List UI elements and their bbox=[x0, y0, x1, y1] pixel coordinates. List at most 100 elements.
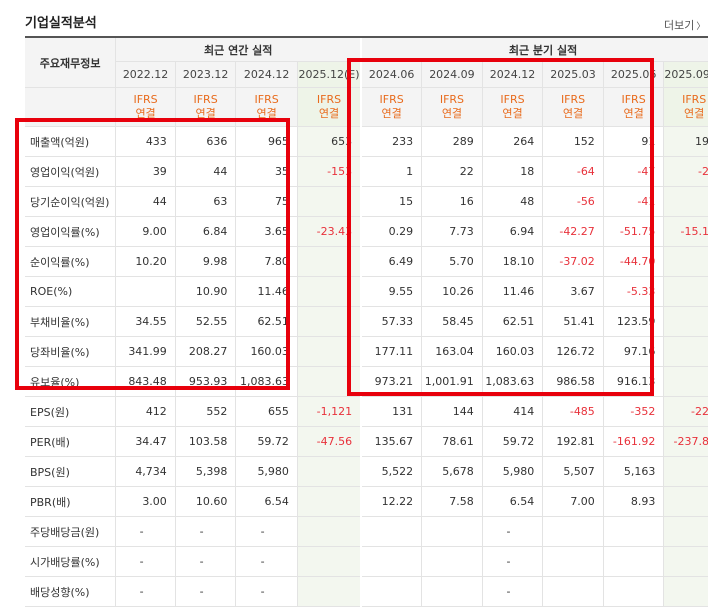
table-cell: - bbox=[115, 576, 176, 607]
label-column-header: 주요재무정보 bbox=[25, 38, 117, 88]
table-cell: 10.26 bbox=[421, 276, 483, 307]
table-cell: 97.16 bbox=[603, 336, 665, 367]
table-cell: 3.65 bbox=[235, 216, 298, 247]
table-cell: 986.58 bbox=[542, 366, 604, 397]
row-label: 주당배당금(원) bbox=[25, 516, 117, 547]
consolidated-label: 연결 bbox=[562, 107, 584, 120]
ifrs-label: IFRS bbox=[621, 93, 646, 106]
table-cell: -161.92 bbox=[603, 426, 665, 457]
table-cell: 5,980 bbox=[482, 456, 544, 487]
table-cell: 192 bbox=[663, 126, 708, 157]
table-cell: 5,398 bbox=[175, 456, 237, 487]
table-cell: 51.41 bbox=[542, 306, 604, 337]
table-cell bbox=[663, 276, 708, 307]
row-label: 시가배당률(%) bbox=[25, 546, 117, 577]
table-cell: 10.20 bbox=[115, 246, 176, 277]
table-row: 부채비율(%) 34.55 52.55 62.51 57.33 58.45 62.51 51.… bbox=[25, 306, 708, 337]
table-cell: 177.11 bbox=[361, 336, 423, 367]
table-cell: 34.55 bbox=[115, 306, 176, 337]
annual-group-header: 최근 연간 실적 bbox=[115, 38, 363, 62]
ifrs-badge: IFRS 연결 bbox=[542, 87, 604, 127]
consolidated-label: 연결 bbox=[381, 107, 402, 120]
table-cell: 75 bbox=[235, 186, 298, 217]
ifrs-badge: IFRS 연결 bbox=[235, 87, 298, 127]
period-header: 2025.06 bbox=[603, 61, 665, 88]
period-header-row: 2022.12 2023.12 2024.12 2025.12(E) 2024.06 20… bbox=[25, 61, 708, 88]
table-cell: 7.00 bbox=[542, 486, 604, 517]
table-cell: 973.21 bbox=[361, 366, 423, 397]
table-cell: - bbox=[175, 516, 237, 547]
row-label: BPS(원) bbox=[25, 456, 117, 487]
table-cell: 58.45 bbox=[421, 306, 483, 337]
table-cell: 44 bbox=[175, 156, 237, 187]
table-cell bbox=[297, 366, 363, 397]
table-cell: 91 bbox=[603, 126, 665, 157]
table-cell bbox=[421, 576, 483, 607]
table-row: PER(배) 34.47 103.58 59.72 -47.56 135.67 78.61 5… bbox=[25, 426, 708, 457]
table-cell: 233 bbox=[361, 126, 423, 157]
table-cell: 5,522 bbox=[361, 456, 423, 487]
table-cell: 6.94 bbox=[482, 216, 544, 247]
ifrs-label: IFRS bbox=[500, 93, 525, 106]
table-cell: 39 bbox=[115, 156, 176, 187]
row-label: 부채비율(%) bbox=[25, 306, 117, 337]
table-row: BPS(원) 4,734 5,398 5,980 5,522 5,678 5,980 5,50… bbox=[25, 456, 708, 487]
table-cell: 9.00 bbox=[115, 216, 176, 247]
table-cell: 152 bbox=[542, 126, 604, 157]
table-cell: -42.27 bbox=[542, 216, 604, 247]
row-label: 당기순이익(억원) bbox=[25, 186, 117, 217]
more-link[interactable]: 더보기 〉 bbox=[664, 17, 705, 33]
ifrs-badge: IFRS 연결 bbox=[361, 87, 423, 127]
table-cell: 5,507 bbox=[542, 456, 604, 487]
table-cell: - bbox=[175, 576, 237, 607]
ifrs-badge: IFRS 연결 bbox=[175, 87, 237, 127]
table-cell: - bbox=[115, 516, 176, 547]
table-cell: - bbox=[482, 576, 544, 607]
table-cell: 103.58 bbox=[175, 426, 237, 457]
table-cell: 126.72 bbox=[542, 336, 604, 367]
table-cell: - bbox=[482, 546, 544, 577]
table-cell: -44.70 bbox=[603, 246, 665, 277]
table-cell bbox=[663, 186, 708, 217]
table-cell: 11.46 bbox=[482, 276, 544, 307]
table-cell: 9.98 bbox=[175, 246, 237, 277]
table-cell bbox=[663, 576, 708, 607]
table-cell: 433 bbox=[115, 126, 176, 157]
table-cell: 123.59 bbox=[603, 306, 665, 337]
table-cell bbox=[542, 546, 604, 577]
period-header: 2024.06 bbox=[361, 61, 423, 88]
table-row: 매출액(억원)43363696565323328926415291192 bbox=[25, 126, 708, 157]
table-cell: 8.93 bbox=[603, 486, 665, 517]
table-cell: 414 bbox=[482, 396, 544, 427]
table-cell: 916.13 bbox=[603, 366, 665, 397]
table-cell bbox=[663, 306, 708, 337]
table-cell: 48 bbox=[482, 186, 544, 217]
row-label: 영업이익률(%) bbox=[25, 216, 117, 247]
row-label: 영업이익(억원) bbox=[25, 156, 117, 187]
consolidated-label: 연결 bbox=[256, 107, 277, 120]
ifrs-label: IFRS bbox=[254, 93, 279, 106]
ifrs-badge: IFRS 연결 bbox=[297, 87, 363, 127]
table-cell: -47.56 bbox=[297, 426, 363, 457]
table-cell: -352 bbox=[603, 396, 665, 427]
ifrs-label: IFRS bbox=[439, 93, 465, 106]
table-cell bbox=[297, 546, 363, 577]
table-cell: 163.04 bbox=[421, 336, 483, 367]
table-cell bbox=[663, 546, 708, 577]
period-header: 2024.12 bbox=[482, 61, 544, 88]
table-cell: -485 bbox=[542, 396, 604, 427]
period-header: 2024.09 bbox=[421, 61, 483, 88]
table-cell: 135.67 bbox=[361, 426, 423, 457]
table-cell bbox=[115, 276, 176, 307]
table-cell bbox=[663, 456, 708, 487]
row-label: EPS(원) bbox=[25, 396, 117, 427]
table-row: PBR(배) 3.00 10.60 6.54 12.22 7.58 6.54 7.00 8.93 bbox=[25, 486, 708, 517]
table-cell bbox=[297, 456, 363, 487]
ifrs-label: IFRS bbox=[133, 93, 158, 106]
table-cell bbox=[361, 546, 423, 577]
table-row: EPS(원) 412 552 655 -1,121 131 144 414 -485 -352 -2… bbox=[25, 396, 708, 427]
period-header: 2025.09(E) bbox=[663, 61, 708, 88]
table-cell: 9.55 bbox=[361, 276, 423, 307]
table-row: 당기순이익(억원) 44 63 75 15 16 48 -56 -41 bbox=[25, 186, 708, 217]
